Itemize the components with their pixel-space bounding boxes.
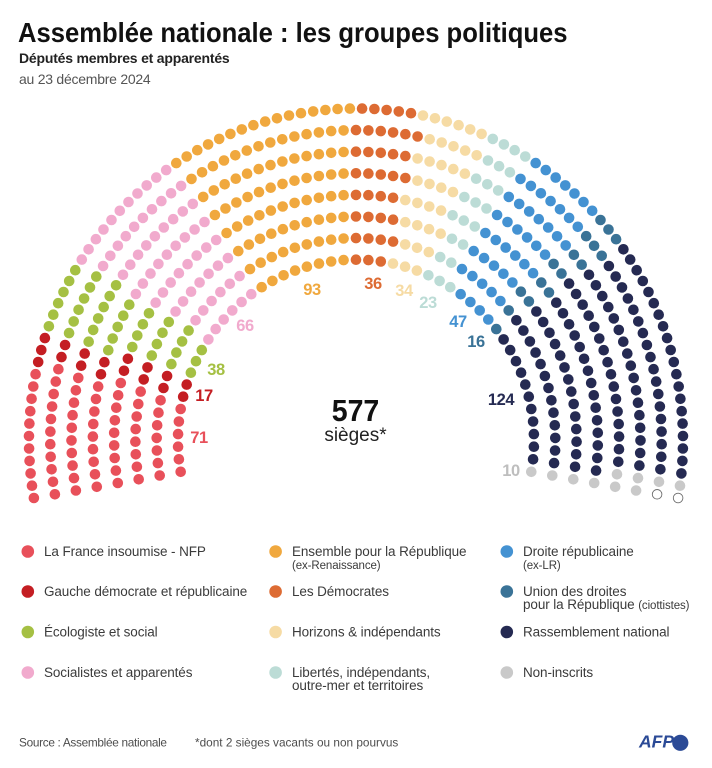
- svg-text:124: 124: [488, 391, 516, 409]
- svg-text:(ex-LR): (ex-LR): [523, 560, 561, 572]
- svg-text:66: 66: [236, 317, 254, 335]
- svg-text:Ensemble pour la République: Ensemble pour la République: [292, 544, 466, 559]
- svg-text:38: 38: [207, 361, 225, 379]
- svg-text:577: 577: [332, 394, 380, 428]
- svg-text:17: 17: [195, 387, 213, 405]
- svg-text:Source : Assemblée nationale: Source : Assemblée nationale: [19, 736, 167, 750]
- svg-text:La France insoumise - NFP: La France insoumise - NFP: [44, 544, 206, 559]
- svg-text:Horizons & indépendants: Horizons & indépendants: [292, 625, 441, 640]
- svg-text:93: 93: [303, 281, 321, 299]
- svg-text:Non-inscrits: Non-inscrits: [523, 665, 593, 680]
- svg-text:10: 10: [502, 462, 520, 480]
- svg-text:34: 34: [395, 282, 414, 300]
- svg-text:71: 71: [190, 429, 208, 447]
- svg-text:Droite républicaine: Droite républicaine: [523, 544, 634, 559]
- svg-text:36: 36: [364, 275, 382, 293]
- svg-text:47: 47: [449, 313, 467, 331]
- svg-text:Socialistes et apparentés: Socialistes et apparentés: [44, 665, 193, 680]
- svg-text:23: 23: [419, 294, 437, 312]
- svg-text:Union des droites: Union des droites: [523, 584, 627, 599]
- svg-text:Rassemblement national: Rassemblement national: [523, 625, 669, 640]
- svg-text:(ex-Renaissance): (ex-Renaissance): [292, 560, 381, 572]
- svg-text:Gauche démocrate et républicai: Gauche démocrate et républicaine: [44, 584, 247, 599]
- svg-text:Écologiste et social: Écologiste et social: [44, 625, 158, 640]
- svg-text:pour la République (ciottistes: pour la République (ciottistes): [523, 597, 690, 612]
- svg-text:sièges*: sièges*: [324, 425, 387, 446]
- svg-text:AFP: AFP: [638, 732, 674, 752]
- svg-text:Libertés, indépendants,: Libertés, indépendants,: [292, 665, 430, 680]
- svg-text:outre-mer et territoires: outre-mer et territoires: [292, 678, 423, 693]
- svg-text:*dont 2 sièges vacants ou non: *dont 2 sièges vacants ou non pourvus: [195, 736, 398, 750]
- svg-text:16: 16: [467, 333, 485, 351]
- svg-text:Les Démocrates: Les Démocrates: [292, 584, 389, 599]
